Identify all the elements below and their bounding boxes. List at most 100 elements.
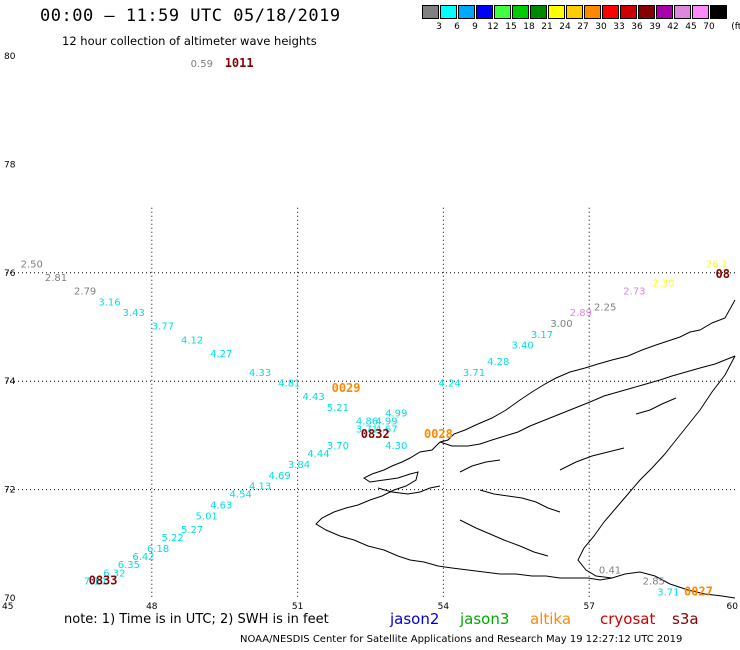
wave-height-labels: 0.59 2.502.81 2.793.163.43 3.77 4.12 4.27 4.33… bbox=[21, 59, 729, 598]
wave-height-label: 2.50 bbox=[21, 259, 43, 270]
legend-swatch bbox=[584, 5, 601, 19]
pass-time-labels: 1011 0029 0832 0028 0833 0027 08 bbox=[89, 56, 730, 598]
legend-swatch bbox=[692, 5, 709, 19]
coastline-path bbox=[315, 441, 613, 581]
legend-level-label: 33 bbox=[613, 22, 625, 32]
wave-height-label: 3.71 bbox=[356, 425, 378, 436]
wave-height-label: 3.40 bbox=[511, 341, 533, 352]
legend-level-label: 18 bbox=[523, 22, 535, 32]
legend-level-label: 12 bbox=[487, 22, 499, 32]
legend-level-label: 39 bbox=[649, 22, 661, 32]
wave-height-label: 2.89 bbox=[570, 308, 592, 319]
wave-height-label: 2.30 bbox=[652, 278, 674, 289]
lat-tick-label: 76 bbox=[4, 269, 16, 279]
legend-swatch bbox=[494, 5, 511, 19]
legend-level-label: 6 bbox=[454, 22, 460, 32]
lat-tick-label: 74 bbox=[4, 377, 16, 387]
legend-level-label: 3 bbox=[436, 22, 442, 32]
wave-height-label: 3.00 bbox=[550, 319, 572, 330]
wave-height-label: 4.28 bbox=[487, 357, 509, 368]
legend-swatch bbox=[458, 5, 475, 19]
legend-level-label: 24 bbox=[559, 22, 571, 32]
legend-level-label: 70 bbox=[703, 22, 715, 32]
lon-tick-label: 48 bbox=[146, 602, 158, 612]
wave-height-label: 2.85 bbox=[643, 576, 665, 587]
wave-height-label: 5.27 bbox=[181, 525, 203, 536]
wave-height-label: 3.17 bbox=[531, 330, 553, 341]
legend-swatch bbox=[674, 5, 691, 19]
lat-tick-label: 70 bbox=[4, 594, 16, 604]
wave-height-label: 3.71 bbox=[657, 587, 679, 598]
legend-swatch bbox=[440, 5, 457, 19]
satellite-cryosat: cryosat bbox=[600, 610, 656, 628]
lon-tick-label: 51 bbox=[292, 602, 303, 612]
legend-swatch bbox=[620, 5, 637, 19]
grid-lines bbox=[6, 207, 735, 598]
legend-level-label: 36 bbox=[631, 22, 643, 32]
wave-height-label: 4.69 bbox=[268, 471, 290, 482]
wave-height-label: 0.59 bbox=[191, 59, 213, 70]
wave-height-label: 4.27 bbox=[210, 349, 232, 360]
lat-tick-label: 72 bbox=[4, 486, 15, 496]
pass-time-label: 0029 bbox=[332, 381, 361, 395]
pass-time-label: 0028 bbox=[424, 427, 453, 441]
legend-level-label: 42 bbox=[667, 22, 679, 32]
wave-height-label: 5.22 bbox=[162, 533, 184, 544]
wave-height-label: 5.21 bbox=[327, 403, 349, 414]
wave-height-label: 3.71 bbox=[463, 368, 485, 379]
wave-height-label: 4.54 bbox=[230, 490, 252, 501]
coastline-path bbox=[377, 485, 441, 495]
lon-tick-label: 54 bbox=[438, 602, 450, 612]
wave-height-label: 6.42 bbox=[132, 552, 154, 563]
footer-note: note: 1) Time is in UTC; 2) SWH is in fe… bbox=[64, 612, 329, 627]
satellite-jason3: jason3 bbox=[460, 610, 510, 628]
legend-swatch bbox=[602, 5, 619, 19]
wave-height-label: 2.81 bbox=[45, 273, 67, 284]
coastline bbox=[315, 299, 736, 599]
pass-time-label: 0832 bbox=[361, 427, 390, 441]
wave-height-label: 0.41 bbox=[599, 566, 621, 577]
wave-height-label: 4.67 bbox=[375, 425, 397, 436]
coastline-path bbox=[479, 489, 561, 513]
lon-tick-label: 45 bbox=[2, 602, 13, 612]
legend-level-label: 45 bbox=[685, 22, 697, 32]
wave-height-label: 6.35 bbox=[118, 560, 140, 571]
coastline-path bbox=[611, 571, 736, 599]
footer-credit: NOAA/NESDIS Center for Satellite Applica… bbox=[240, 634, 683, 645]
wave-height-label: 4.81 bbox=[278, 379, 300, 390]
wave-height-label: 6.32 bbox=[103, 568, 125, 579]
coastline-path bbox=[459, 459, 501, 473]
wave-height-label: 3.70 bbox=[327, 441, 349, 452]
legend-level-label: 21 bbox=[541, 22, 553, 32]
pass-time-label: 08 bbox=[716, 267, 730, 281]
legend-level-label: 27 bbox=[577, 22, 589, 32]
lat-tick-label: 78 bbox=[4, 160, 16, 170]
wave-height-label: 4.86 bbox=[356, 417, 378, 428]
axis-ticks: 45 48 51 54 57 60 70 72 74 76 78 80 bbox=[2, 52, 738, 612]
legend-swatch bbox=[530, 5, 547, 19]
wave-height-label: 5.01 bbox=[196, 511, 218, 522]
wave-height-label: 2.79 bbox=[74, 286, 96, 297]
wave-height-label: 6.18 bbox=[147, 544, 169, 555]
coastline-path bbox=[459, 519, 549, 557]
wave-height-label: 3.43 bbox=[123, 308, 145, 319]
wave-height-label: 4.99 bbox=[385, 408, 407, 419]
wave-height-label: 4.99 bbox=[375, 417, 397, 428]
coastline-path bbox=[439, 299, 736, 443]
coastline-path bbox=[559, 447, 625, 471]
page-subtitle: 12 hour collection of altimeter wave hei… bbox=[62, 34, 317, 48]
pass-time-label: 0027 bbox=[684, 584, 713, 598]
coastline-path bbox=[577, 355, 736, 579]
pass-time-label: 1011 bbox=[225, 56, 254, 70]
wave-height-label: 26.1 bbox=[706, 259, 728, 270]
wave-height-label: 3.84 bbox=[288, 460, 310, 471]
satellite-s3a: s3a bbox=[672, 610, 699, 628]
wave-height-label: 4.44 bbox=[307, 449, 329, 460]
coastline-path bbox=[635, 397, 677, 415]
legend-unit: (ft) bbox=[731, 22, 740, 32]
legend-swatch bbox=[548, 5, 565, 19]
lon-tick-label: 60 bbox=[727, 602, 739, 612]
legend-level-label: 15 bbox=[505, 22, 517, 32]
legend-swatch bbox=[710, 5, 727, 19]
